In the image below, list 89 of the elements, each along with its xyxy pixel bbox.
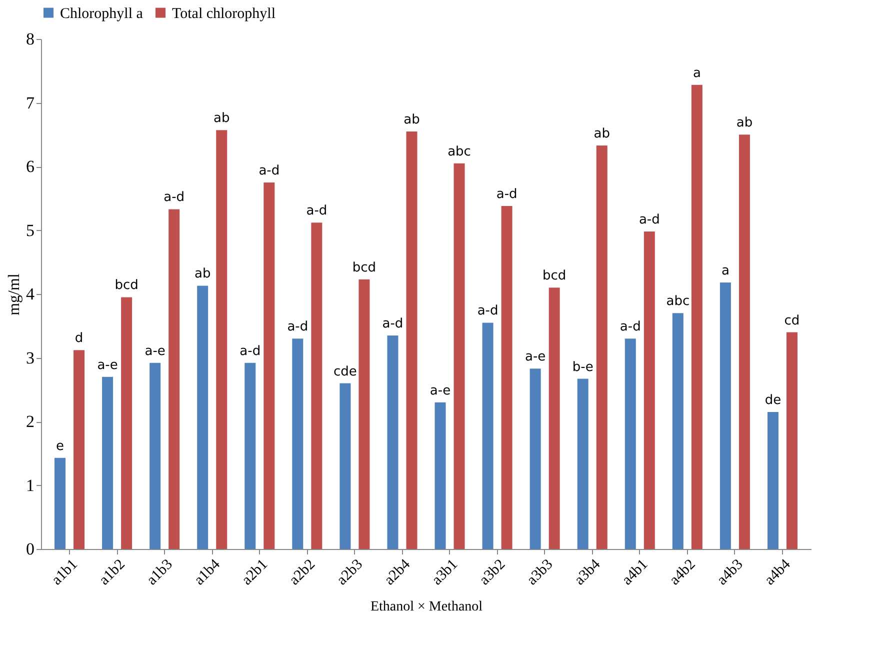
y-tick-label: 7: [26, 93, 35, 112]
data-label: a-d: [287, 320, 308, 335]
data-label: cd: [784, 313, 800, 328]
data-label: a-e: [524, 350, 546, 365]
bar: [358, 279, 370, 549]
bar: [406, 131, 418, 549]
x-tick-label: a2b2: [286, 556, 318, 588]
bar: [530, 368, 541, 549]
data-label: e: [56, 438, 64, 454]
data-label: a-d: [306, 204, 328, 219]
data-label: bcd: [114, 278, 138, 294]
x-tick-label: a3b1: [429, 556, 462, 588]
legend-label: Total chlorophyll: [172, 6, 276, 22]
data-label: a-d: [164, 190, 185, 206]
bar: [264, 182, 275, 549]
data-label: abc: [448, 144, 471, 160]
bar: [596, 145, 608, 549]
bar: [691, 84, 702, 549]
data-label: a-e: [97, 358, 118, 373]
data-label: bcd: [542, 268, 566, 284]
bar: [102, 376, 114, 549]
x-tick-label: a1b1: [48, 556, 81, 588]
bar: [767, 412, 778, 549]
bar: [644, 232, 655, 549]
bar: [311, 222, 322, 549]
y-tick-label: 8: [26, 30, 34, 48]
bar: [74, 350, 85, 549]
data-label: a: [692, 66, 701, 81]
bar: [244, 362, 256, 549]
bar: [150, 362, 161, 549]
bar: [501, 206, 512, 549]
bar: [434, 402, 446, 549]
data-label: ab: [404, 112, 420, 128]
x-tick-label: a2b1: [239, 556, 271, 588]
bar: [216, 130, 228, 549]
data-label: ab: [594, 126, 610, 142]
data-label: a-d: [477, 304, 498, 319]
data-label: ab: [214, 111, 230, 126]
x-tick-label: a2b3: [334, 556, 366, 588]
y-tick-label: 5: [26, 220, 34, 240]
bar: [197, 286, 208, 549]
data-label: ab: [736, 116, 753, 131]
data-label: a-d: [382, 316, 404, 332]
data-label: a: [721, 264, 730, 279]
x-tick-label: a1b3: [144, 556, 176, 588]
x-tick-label: a3b2: [476, 556, 509, 588]
x-tick-label: a4b1: [619, 556, 652, 588]
data-label: ab: [194, 266, 211, 282]
data-label: cde: [333, 364, 357, 380]
data-label: a-d: [258, 163, 280, 178]
data-label: de: [764, 392, 782, 408]
data-label: bcd: [352, 260, 376, 276]
legend-label: Chlorophyll a: [60, 6, 144, 22]
y-tick-label: 6: [26, 157, 34, 176]
bar: [54, 458, 66, 549]
y-tick-label: 4: [26, 284, 35, 304]
data-label: a-d: [620, 320, 641, 335]
x-tick-label: a4b2: [666, 556, 699, 588]
data-label: a-d: [638, 212, 660, 228]
bar: [720, 282, 731, 549]
data-label: a-d: [240, 344, 261, 359]
data-label: b-e: [572, 360, 594, 375]
data-label: abc: [666, 294, 690, 310]
y-tick-label: 3: [26, 348, 34, 368]
y-tick-label: 2: [26, 412, 34, 431]
x-axis-title: Ethanol × Methanol: [370, 600, 483, 615]
bar: [786, 332, 798, 549]
bar: [121, 297, 132, 549]
bar: [548, 288, 560, 549]
y-tick-label: 1: [26, 476, 34, 495]
bar: [624, 338, 636, 549]
x-tick-label: a1b2: [96, 556, 128, 588]
bar: [454, 163, 465, 549]
y-tick-label: 0: [26, 540, 34, 558]
x-tick-label: a3b3: [524, 556, 556, 588]
y-axis-title: mg/ml: [6, 273, 23, 316]
data-label: a-e: [430, 383, 451, 398]
bar: [577, 378, 588, 549]
bar: [292, 338, 304, 549]
bar: [340, 383, 351, 549]
bar: [672, 313, 684, 549]
bar: [387, 335, 398, 549]
bar: [482, 322, 494, 549]
x-tick-label: a4b3: [714, 556, 746, 588]
data-label: d: [74, 331, 84, 346]
data-label: a-e: [144, 344, 166, 359]
bar: [738, 134, 750, 549]
data-label: a-d: [496, 187, 518, 202]
bar: [168, 209, 180, 549]
